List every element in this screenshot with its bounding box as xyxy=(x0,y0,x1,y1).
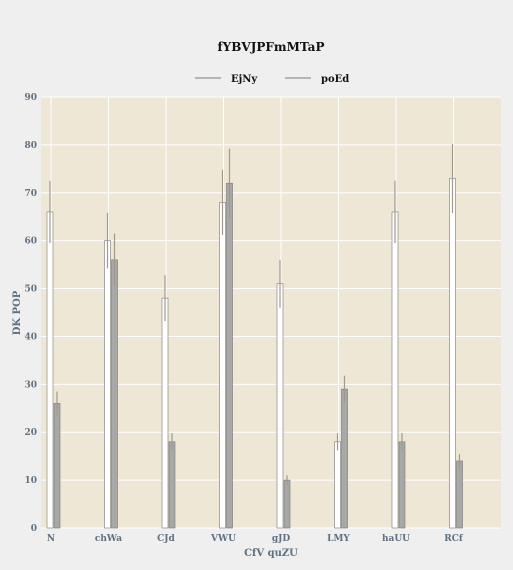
x-tick-label: LMY xyxy=(327,534,350,544)
y-tick-label: 60 xyxy=(24,237,37,247)
y-tick-label: 40 xyxy=(24,332,37,342)
y-tick-label: 50 xyxy=(24,285,37,295)
x-tick-label: gJD xyxy=(272,534,291,544)
x-tick-label: N xyxy=(47,534,55,544)
y-tick-label: 80 xyxy=(24,141,37,151)
bar-ejny xyxy=(46,211,54,529)
bar-ejny xyxy=(104,240,111,529)
legend: EjNy poEd xyxy=(195,74,349,85)
x-tick-label: haUU xyxy=(382,534,410,544)
bar-poed xyxy=(226,182,233,529)
bar-poed xyxy=(341,388,348,529)
bar-poed xyxy=(111,259,118,529)
y-tick-labels: 0 10 20 30 40 50 60 70 80 90 xyxy=(24,93,37,534)
bar-ejny xyxy=(449,178,456,529)
legend-label-ejny: EjNy xyxy=(231,74,258,85)
y-tick-label: 20 xyxy=(24,428,37,438)
y-tick-label: 30 xyxy=(24,380,37,390)
bar-ejny xyxy=(219,202,226,529)
legend-label-poed: poEd xyxy=(321,74,349,85)
x-axis-label: CfV quZU xyxy=(244,548,298,559)
x-tick-label: VWU xyxy=(210,534,236,544)
bars xyxy=(46,143,463,529)
y-axis-label: DK POP xyxy=(12,290,23,335)
y-tick-label: 0 xyxy=(31,524,37,534)
bar-poed xyxy=(456,460,463,529)
bar-ejny xyxy=(391,211,399,529)
bar-ejny xyxy=(334,441,341,529)
bar-poed xyxy=(283,479,291,529)
bar-poed xyxy=(53,403,61,529)
bar-ejny xyxy=(161,297,169,529)
y-tick-label: 10 xyxy=(24,476,37,486)
bar-poed xyxy=(398,441,406,529)
x-tick-label: chWa xyxy=(95,534,122,544)
y-tick-label: 90 xyxy=(24,93,37,103)
chart-title: fYBVJPFmMTaP xyxy=(218,40,325,54)
bar-ejny xyxy=(276,283,284,529)
bar-poed xyxy=(168,441,176,529)
x-tick-label: CJd xyxy=(157,534,175,544)
x-tick-label: RCf xyxy=(444,534,464,544)
y-tick-label: 70 xyxy=(24,189,37,199)
